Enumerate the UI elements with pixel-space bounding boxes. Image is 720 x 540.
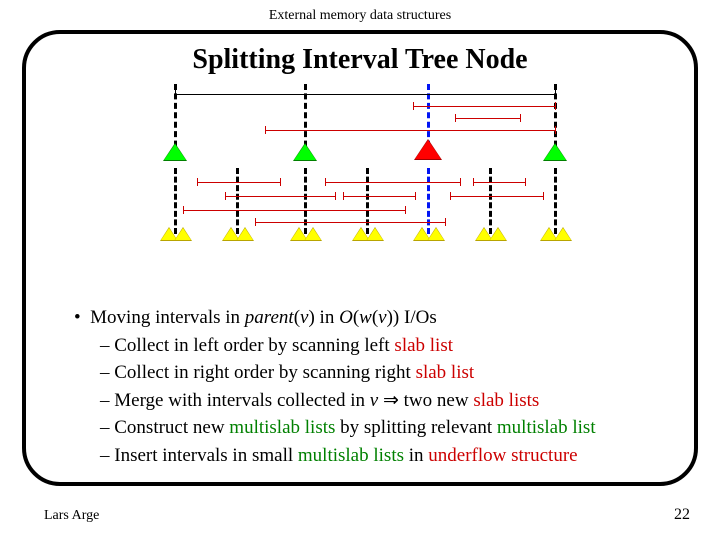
t: w	[359, 307, 372, 328]
interval-tree-diagram	[125, 84, 595, 244]
interval-endpoint	[265, 126, 266, 134]
interval-endpoint	[343, 192, 344, 200]
interval-segment	[343, 196, 415, 197]
interval-segment	[225, 196, 335, 197]
interval-endpoint	[280, 178, 281, 186]
interval-endpoint	[413, 102, 414, 110]
interval-endpoint	[445, 218, 446, 226]
bullet-list: • Moving intervals in parent(v) in O(w(v…	[74, 304, 684, 469]
t: ) in	[308, 307, 339, 328]
slab-boundary	[489, 168, 492, 234]
interval-endpoint	[335, 192, 336, 200]
bullet-sub: – Construct new multislab lists by split…	[100, 414, 684, 442]
interval-endpoint	[183, 206, 184, 214]
interval-endpoint	[525, 178, 526, 186]
interval-endpoint	[543, 192, 544, 200]
t: Moving intervals in	[90, 307, 245, 328]
bullet-main: • Moving intervals in parent(v) in O(w(v…	[74, 304, 684, 332]
interval-endpoint	[255, 218, 256, 226]
bullet-sub: – Insert intervals in small multislab li…	[100, 442, 684, 470]
interval-segment	[455, 118, 520, 119]
interval-endpoint	[455, 114, 456, 122]
interval-endpoint	[175, 90, 176, 98]
interval-endpoint	[415, 192, 416, 200]
interval-segment	[197, 182, 280, 183]
t: v	[378, 307, 386, 328]
interval-endpoint	[197, 178, 198, 186]
bullet-sub: – Collect in right order by scanning rig…	[100, 359, 684, 387]
t: parent	[245, 307, 294, 328]
slab-boundary	[236, 168, 239, 234]
slab-boundary	[304, 168, 307, 234]
interval-segment	[183, 210, 405, 211]
interval-endpoint	[520, 114, 521, 122]
slab-boundary	[427, 168, 430, 234]
interval-endpoint	[405, 206, 406, 214]
interval-endpoint	[450, 192, 451, 200]
page-header: External memory data structures	[0, 0, 720, 24]
interval-endpoint	[555, 126, 556, 134]
interval-segment	[450, 196, 543, 197]
interval-endpoint	[555, 102, 556, 110]
interval-segment	[265, 130, 555, 131]
bullet-sub: – Merge with intervals collected in v ⇒ …	[100, 387, 684, 415]
interval-segment	[255, 222, 445, 223]
slab-boundary	[174, 168, 177, 234]
footer-author: Lars Arge	[44, 508, 99, 524]
interval-segment	[473, 182, 525, 183]
interval-endpoint	[460, 178, 461, 186]
t: )) I/Os	[387, 307, 437, 328]
interval-segment	[175, 94, 555, 95]
t: O	[339, 307, 353, 328]
slab-boundary	[366, 168, 369, 234]
interval-endpoint	[555, 90, 556, 98]
interval-segment	[413, 106, 555, 107]
interval-segment	[325, 182, 460, 183]
slab-boundary	[554, 168, 557, 234]
footer-page-number: 22	[674, 506, 690, 524]
interval-endpoint	[225, 192, 226, 200]
interval-endpoint	[473, 178, 474, 186]
slide-frame: Splitting Interval Tree Node • Moving in…	[22, 30, 698, 486]
bullet-sub: – Collect in left order by scanning left…	[100, 332, 684, 360]
interval-endpoint	[325, 178, 326, 186]
slide-title: Splitting Interval Tree Node	[26, 44, 694, 76]
